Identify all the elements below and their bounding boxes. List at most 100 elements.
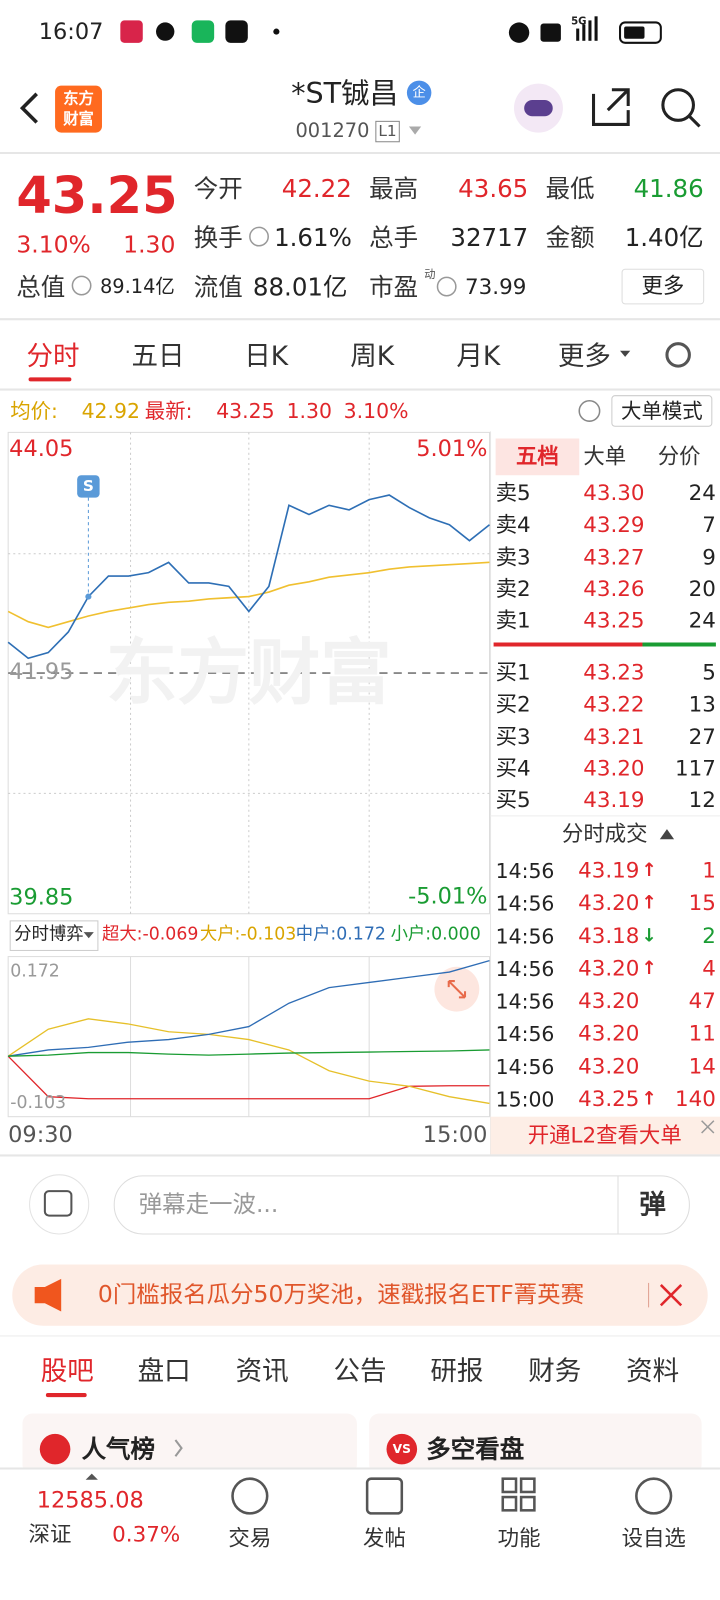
stat-value: 32717 <box>450 223 529 252</box>
change-pct: 3.10% <box>16 232 91 259</box>
stat-sup: 动 <box>424 267 436 281</box>
y-tick-label: -0.103 <box>10 1092 67 1114</box>
stat-value: 1.40亿 <box>624 223 704 252</box>
stat-label: 金额 <box>545 223 595 252</box>
watermark: 东方财富 <box>106 631 392 715</box>
book-side: 买4 <box>495 756 531 781</box>
chart-tab[interactable]: 更多 <box>557 341 611 373</box>
stat-value: 73.99 <box>465 274 527 300</box>
book-volume: 117 <box>675 756 716 781</box>
nav-item[interactable]: 设自选 <box>621 1526 686 1551</box>
card-title[interactable]: 人气榜 <box>81 1434 156 1464</box>
stat-label: 最高 <box>369 174 419 203</box>
l2-link[interactable]: 开通L2查看大单 <box>527 1123 682 1148</box>
flow-legend: 大户:-0.103 <box>199 924 297 945</box>
chart-tab[interactable]: 月K <box>456 341 501 373</box>
nav-item[interactable]: 功能 <box>497 1526 541 1551</box>
y-tick-label: 41.95 <box>9 659 74 686</box>
index-name: 深证 <box>28 1522 72 1547</box>
banner-text[interactable]: 0门槛报名瓜分50万奖池，速戳报名ETF菁英赛 <box>97 1283 585 1307</box>
book-price: 43.22 <box>583 692 645 717</box>
avg-value: 42.92 <box>81 398 140 424</box>
book-volume: 24 <box>688 608 716 633</box>
section-tab[interactable]: 财务 <box>528 1356 582 1387</box>
logo-text: 东方 <box>63 89 94 108</box>
book-price: 43.20 <box>583 756 645 781</box>
book-price: 43.25 <box>583 608 645 633</box>
section-tab[interactable]: 资讯 <box>235 1356 289 1387</box>
signal: 5G <box>571 16 587 28</box>
latest-label: 最新: <box>144 398 193 424</box>
book-volume: 20 <box>688 576 716 602</box>
danmaku-button[interactable]: 弹 <box>639 1190 666 1221</box>
book-side: 卖2 <box>495 576 531 602</box>
mode-button[interactable] <box>611 395 713 427</box>
trade-price: 43.20 <box>578 890 640 916</box>
section-tab[interactable]: 股吧 <box>40 1356 94 1387</box>
back-icon[interactable] <box>19 92 38 124</box>
trade-volume: 47 <box>688 988 716 1014</box>
book-price: 43.23 <box>583 660 645 685</box>
chart-tab[interactable]: 日K <box>244 341 289 373</box>
book-side: 卖3 <box>495 544 531 570</box>
flow-line <box>7 1018 490 1105</box>
index-value: 12585.08 <box>36 1487 144 1514</box>
book-side: 买1 <box>495 660 531 685</box>
trade-price: 43.25 <box>578 1086 640 1112</box>
chart-tab[interactable]: 周K <box>350 341 395 373</box>
book-tab[interactable]: 五档 <box>516 444 559 469</box>
nav-icons <box>231 1477 673 1515</box>
trade-time: 14:56 <box>495 1054 555 1079</box>
flow-selector[interactable]: 分时博弈 <box>14 924 84 945</box>
stock-name: *ST铖昌 <box>291 76 399 111</box>
book-volume: 9 <box>702 544 716 570</box>
section-tab[interactable]: 研报 <box>430 1356 484 1387</box>
trade-volume: 11 <box>688 1021 716 1046</box>
trade-time: 14:56 <box>495 1021 555 1047</box>
book-tab[interactable]: 大单 <box>583 444 627 469</box>
flow-line <box>8 960 490 1057</box>
search-icon[interactable] <box>661 88 695 122</box>
pct-label: -5.01% <box>408 884 488 910</box>
more-button[interactable]: 更多 <box>641 273 685 299</box>
badge: 企 <box>412 85 426 101</box>
stat-label: 换手 <box>193 223 243 252</box>
avg-label: 均价: <box>10 398 58 424</box>
book-side: 买3 <box>495 724 531 749</box>
book-tab[interactable]: 分价 <box>657 444 701 469</box>
book-price: 43.29 <box>583 512 645 538</box>
stat-label: 总值 <box>16 273 66 302</box>
trade-arrow: ↑ <box>641 1088 657 1110</box>
comment-input[interactable]: 弹幕走一波... <box>138 1191 279 1219</box>
chart-tab[interactable]: 五日 <box>131 341 185 373</box>
book-price: 43.27 <box>583 544 645 570</box>
mode-button[interactable]: 大单模式 <box>621 398 703 424</box>
section-tab[interactable]: 盘口 <box>137 1356 191 1387</box>
trade-volume: 4 <box>702 956 716 981</box>
book-side: 卖1 <box>495 608 531 633</box>
stat-value: 42.22 <box>281 174 352 203</box>
flow-legend: 小户:0.000 <box>390 924 481 945</box>
card-title[interactable]: 多空看盘 <box>426 1434 525 1464</box>
trade-price: 43.20 <box>578 988 640 1014</box>
card-icon: VS <box>392 1441 411 1457</box>
logo-text: 财富 <box>63 109 94 128</box>
book-side: 买2 <box>495 692 531 717</box>
nav-item[interactable]: 交易 <box>228 1526 272 1551</box>
chart-tab[interactable]: 分时 <box>26 341 80 373</box>
settings-icon[interactable] <box>665 342 691 368</box>
nav-item[interactable]: 发帖 <box>363 1526 406 1551</box>
share-icon[interactable] <box>591 88 630 126</box>
trade-price: 43.18 <box>578 923 640 948</box>
section-tab[interactable]: 资料 <box>626 1356 680 1387</box>
trade-arrow: ↓ <box>641 924 657 947</box>
section-tab[interactable]: 公告 <box>333 1356 387 1387</box>
more-button[interactable] <box>621 268 705 305</box>
book-price: 43.21 <box>583 724 645 749</box>
stat-label: 今开 <box>193 174 243 203</box>
y-tick-label: 44.05 <box>9 436 74 462</box>
book-side: 卖5 <box>495 480 531 506</box>
trade-volume: 1 <box>702 858 716 883</box>
trade-arrow: ↑ <box>641 957 657 980</box>
stat-value: 1.61% <box>274 223 352 252</box>
